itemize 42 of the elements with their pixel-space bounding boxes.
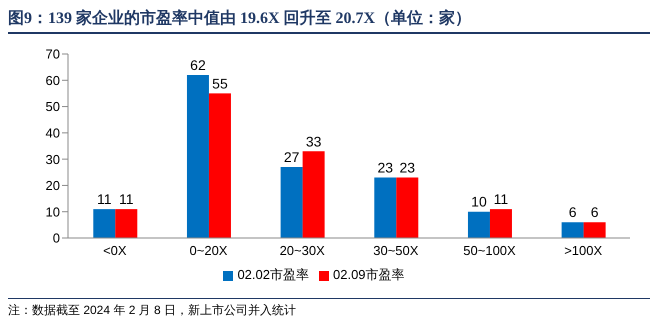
- bar: [186, 75, 209, 238]
- x-tick-label: >100X: [564, 243, 602, 258]
- y-tick-label: 50: [46, 99, 60, 114]
- data-label: 11: [119, 191, 134, 208]
- y-tick-label: 10: [46, 204, 60, 220]
- legend-label: 02.02市盈率: [237, 267, 309, 282]
- data-label: 23: [400, 160, 416, 176]
- x-tick-label: 20~30X: [280, 243, 326, 258]
- bar: [93, 209, 116, 238]
- data-label: 62: [190, 57, 206, 74]
- bar: [208, 93, 231, 238]
- y-tick-label: 40: [46, 125, 60, 140]
- bar: [115, 209, 138, 238]
- x-tick-label: 50~100X: [463, 243, 516, 258]
- data-label: 23: [378, 160, 394, 176]
- bar: [584, 222, 606, 238]
- data-label: 6: [568, 204, 577, 220]
- x-tick-label: 0~20X: [190, 243, 228, 258]
- legend-label: 02.09市盈率: [333, 267, 405, 282]
- bar: [468, 212, 490, 238]
- data-label: 10: [471, 194, 487, 210]
- bar: [374, 178, 396, 238]
- bar: [490, 209, 512, 238]
- chart-title: 图9：139 家企业的市盈率中值由 19.6X 回升至 20.7X（单位：家）: [8, 8, 650, 34]
- x-tick-label: <0X: [103, 243, 127, 258]
- data-label: 27: [284, 149, 300, 166]
- data-label: 55: [212, 75, 228, 92]
- bar: [302, 151, 325, 238]
- y-tick-label: 0: [52, 230, 60, 246]
- y-tick-label: 20: [46, 178, 60, 194]
- bar: [280, 167, 303, 238]
- data-label: 6: [590, 204, 599, 220]
- bar: [562, 222, 584, 238]
- y-tick-label: 60: [46, 72, 60, 88]
- x-tick-label: 30~50X: [373, 243, 419, 258]
- y-tick-label: 30: [46, 152, 60, 167]
- bar: [396, 178, 418, 238]
- data-label: 11: [97, 191, 112, 208]
- data-label: 33: [306, 133, 322, 150]
- text: 注：数据截至 2024 年 2 月 8 日，新上市公司并入统计: [8, 302, 298, 319]
- data-label: 11: [494, 191, 508, 208]
- y-tick-label: 70: [46, 46, 60, 62]
